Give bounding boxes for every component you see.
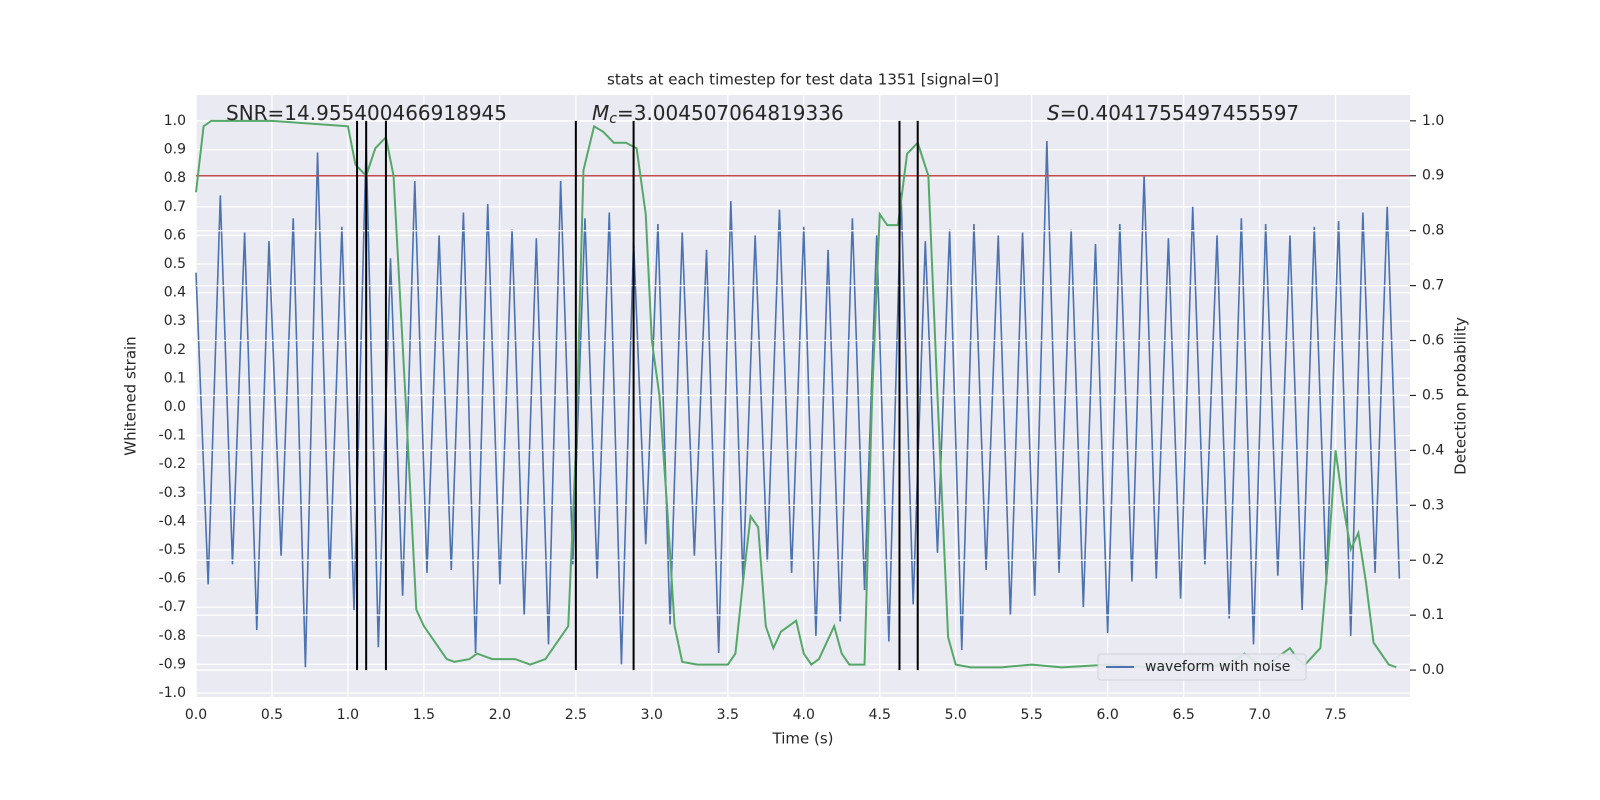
y-tick-label: -1.0 (159, 685, 186, 701)
y-tick-label: 0.2 (164, 342, 186, 358)
x-tick-label: 1.0 (337, 707, 359, 723)
y-tick-label: -0.9 (159, 656, 186, 672)
y2-axis-label: Detection probability (1452, 317, 1470, 475)
x-tick-label: 7.0 (1248, 707, 1270, 723)
x-tick-label: 3.0 (641, 707, 663, 723)
y-tick-label: -0.2 (159, 456, 186, 472)
y2-tick-label: 0.6 (1422, 333, 1444, 349)
x-tick-label: 2.5 (565, 707, 587, 723)
x-tick-label: 5.0 (945, 707, 967, 723)
y-tick-label: -0.7 (159, 599, 186, 615)
y2-tick-label: 0.2 (1422, 552, 1444, 568)
x-tick-label: 5.5 (1021, 707, 1043, 723)
y2-tick-label: 0.5 (1422, 387, 1444, 403)
annotation-subscript: c (609, 111, 617, 127)
y-tick-label: -0.6 (159, 571, 186, 587)
y-tick-label: 0.7 (164, 199, 186, 215)
x-tick-label: 4.0 (793, 707, 815, 723)
y-tick-label: 1.0 (164, 113, 186, 129)
y-tick-label: 0.1 (164, 370, 186, 386)
y2-tick-label: 0.1 (1422, 607, 1444, 623)
y-tick-label: -0.8 (159, 628, 186, 644)
x-tick-label: 4.5 (869, 707, 891, 723)
legend-box (1097, 653, 1307, 681)
x-tick-label: 2.0 (489, 707, 511, 723)
annotation: S=0.4041755497455597 (1047, 101, 1299, 125)
y2-tick-label: 0.8 (1422, 223, 1444, 239)
annotation-symbol: M (592, 101, 609, 125)
annotation-text: =3.004507064819336 (617, 101, 844, 125)
chart-title: stats at each timestep for test data 135… (607, 71, 999, 89)
series-line (195, 141, 1401, 668)
legend-label: waveform with noise (1145, 659, 1290, 675)
x-tick-label: 6.5 (1172, 707, 1194, 723)
y-tick-label: 0.6 (164, 227, 186, 243)
y-tick-label: -0.4 (159, 513, 186, 529)
y2-tick-label: 1.0 (1422, 113, 1444, 129)
x-tick-label: 7.5 (1324, 707, 1346, 723)
annotation: SNR=14.955400466918945 (226, 101, 507, 125)
y-tick-label: 0.8 (164, 170, 186, 186)
x-tick-label: 0.5 (261, 707, 283, 723)
y-tick-label: 0.5 (164, 256, 186, 272)
y-tick-label: -0.1 (159, 428, 186, 444)
y-tick-label: 0.4 (164, 285, 186, 301)
x-tick-label: 3.5 (717, 707, 739, 723)
annotation-symbol: S (1047, 101, 1060, 125)
y2-tick-label: 0.4 (1422, 442, 1444, 458)
y-tick-label: 0.3 (164, 313, 186, 329)
x-tick-label: 0.0 (185, 707, 207, 723)
x-axis-label: Time (s) (772, 730, 834, 748)
annotation-text: =0.4041755497455597 (1060, 101, 1299, 125)
y-tick-label: 0.9 (164, 142, 186, 158)
y-tick-label: -0.3 (159, 485, 186, 501)
y2-tick-label: 0.3 (1422, 497, 1444, 513)
y2-tick-label: 0.9 (1422, 168, 1444, 184)
y-axis-label: Whitened strain (122, 336, 140, 455)
y-tick-label: 0.0 (164, 399, 186, 415)
y2-tick-label: 0.7 (1422, 278, 1444, 294)
annotation-text: SNR=14.955400466918945 (226, 101, 507, 125)
y-tick-label: -0.5 (159, 542, 186, 558)
x-tick-label: 1.5 (413, 707, 435, 723)
y2-tick-label: 0.0 (1422, 662, 1444, 678)
x-tick-label: 6.0 (1097, 707, 1119, 723)
annotation: Mc=3.004507064819336 (592, 101, 844, 128)
